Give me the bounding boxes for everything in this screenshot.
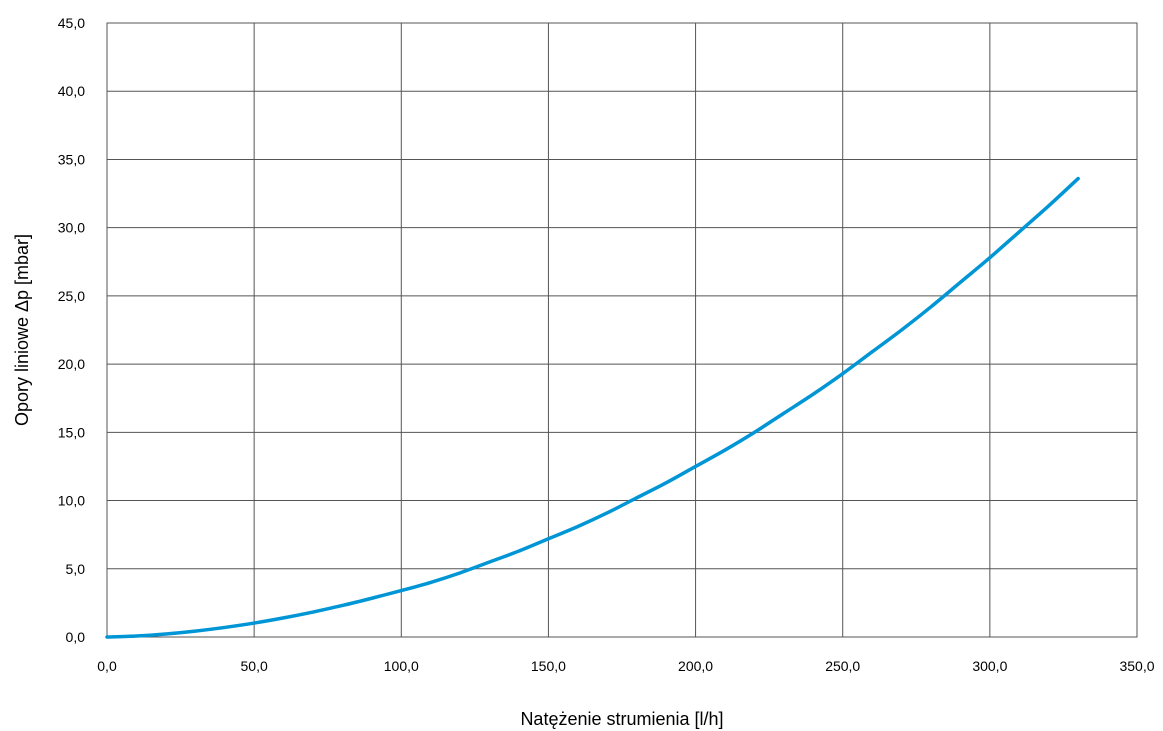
x-tick-label: 300,0 xyxy=(972,658,1007,674)
y-tick-label: 25,0 xyxy=(58,288,85,304)
x-tick-label: 0,0 xyxy=(97,658,117,674)
x-tick-label: 250,0 xyxy=(825,658,860,674)
y-tick-label: 15,0 xyxy=(58,424,85,440)
x-tick-label: 200,0 xyxy=(678,658,713,674)
x-axis-title: Natężenie strumienia [l/h] xyxy=(520,709,723,729)
y-tick-label: 40,0 xyxy=(58,83,85,99)
series-line xyxy=(105,176,1080,639)
x-tick-label: 350,0 xyxy=(1119,658,1154,674)
x-tick-label: 50,0 xyxy=(241,658,268,674)
y-tick-label: 30,0 xyxy=(58,220,85,236)
y-axis-title: Opory liniowe Δp [mbar] xyxy=(12,234,32,426)
x-axis-ticks: 0,0 50,0 100,0 150,0 200,0 250,0 300,0 350,0 xyxy=(97,658,1154,674)
y-tick-label: 45,0 xyxy=(58,15,85,31)
x-tick-label: 100,0 xyxy=(384,658,419,674)
y-tick-label: 5,0 xyxy=(66,561,86,577)
y-axis-ticks: 0,0 5,0 10,0 15,0 20,0 25,0 30,0 35,0 40,0 45,0 xyxy=(58,15,85,645)
grid xyxy=(106,22,1138,638)
plot-area-border xyxy=(106,22,1138,638)
y-tick-label: 10,0 xyxy=(58,493,85,509)
series-group xyxy=(105,176,1080,639)
y-tick-label: 20,0 xyxy=(58,356,85,372)
y-tick-label: 35,0 xyxy=(58,151,85,167)
y-tick-label: 0,0 xyxy=(66,629,86,645)
x-tick-label: 150,0 xyxy=(531,658,566,674)
